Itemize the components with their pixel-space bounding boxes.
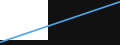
Bar [0, 0, 48, 40]
